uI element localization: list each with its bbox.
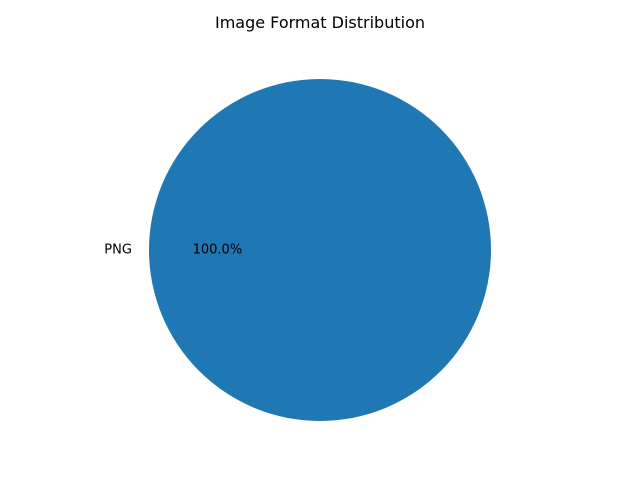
pie-slices [149, 79, 491, 421]
pie-slice-png [149, 79, 491, 421]
chart-title: Image Format Distribution [215, 13, 425, 32]
pie-labels: PNG 100.0% [104, 243, 242, 258]
pie-label-png: PNG [104, 243, 132, 258]
pie-percent-label-png: 100.0% [193, 243, 243, 258]
